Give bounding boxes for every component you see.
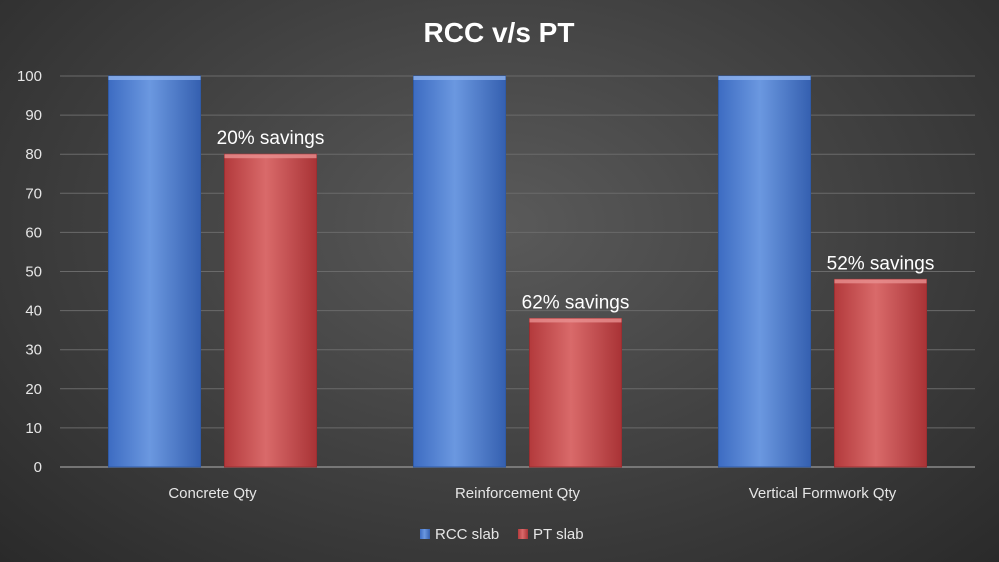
- bar-top-highlight: [108, 76, 201, 80]
- x-axis: Concrete Qty Reinforcement Qty Vertical Fo…: [168, 485, 896, 502]
- y-tick-label: 50: [25, 264, 42, 281]
- y-tick-label: 60: [25, 224, 42, 241]
- bar-pt-slab: [224, 153, 317, 468]
- legend: RCC slab PT slab: [420, 526, 584, 543]
- y-tick-label: 40: [25, 303, 42, 320]
- y-tick-label: 90: [25, 107, 42, 124]
- y-tick-label: 80: [25, 146, 42, 163]
- bar-top-highlight: [529, 318, 622, 323]
- legend-item-rcc-slab: RCC slab: [420, 526, 499, 543]
- legend-label: PT slab: [533, 526, 584, 543]
- legend-item-pt-slab: PT slab: [518, 526, 584, 543]
- bar-rcc-slab: [413, 75, 506, 468]
- legend-swatch: [518, 529, 528, 539]
- y-tick-label: 20: [25, 381, 42, 398]
- y-tick-label: 0: [34, 459, 42, 476]
- bar-rcc-slab: [718, 75, 811, 468]
- gridlines: [60, 75, 975, 468]
- savings-annotation: 20% savings: [217, 128, 325, 149]
- savings-annotation: 52% savings: [827, 253, 935, 274]
- bar-top-highlight: [718, 76, 811, 80]
- x-tick-label: Reinforcement Qty: [455, 485, 581, 502]
- x-tick-label: Concrete Qty: [168, 485, 257, 502]
- bar-top-highlight: [224, 154, 317, 159]
- bars: [108, 75, 927, 468]
- savings-annotation: 62% savings: [522, 292, 630, 313]
- bar-top-highlight: [413, 76, 506, 80]
- bar-pt-slab: [834, 278, 927, 468]
- bar-rcc-slab: [108, 75, 201, 468]
- y-tick-label: 100: [17, 68, 42, 85]
- annotations: 20% savings 62% savings 52% savings: [217, 128, 935, 313]
- y-tick-label: 10: [25, 420, 42, 437]
- x-tick-label: Vertical Formwork Qty: [749, 485, 897, 502]
- y-tick-label: 70: [25, 185, 42, 202]
- legend-swatch: [420, 529, 430, 539]
- y-tick-label: 30: [25, 342, 42, 359]
- legend-label: RCC slab: [435, 526, 499, 543]
- y-axis: 0 10 20 30 40 50 60 70 80 90 100: [17, 68, 42, 476]
- bar-top-highlight: [834, 279, 927, 284]
- chart-title: RCC v/s PT: [424, 17, 575, 48]
- bar-pt-slab: [529, 317, 622, 468]
